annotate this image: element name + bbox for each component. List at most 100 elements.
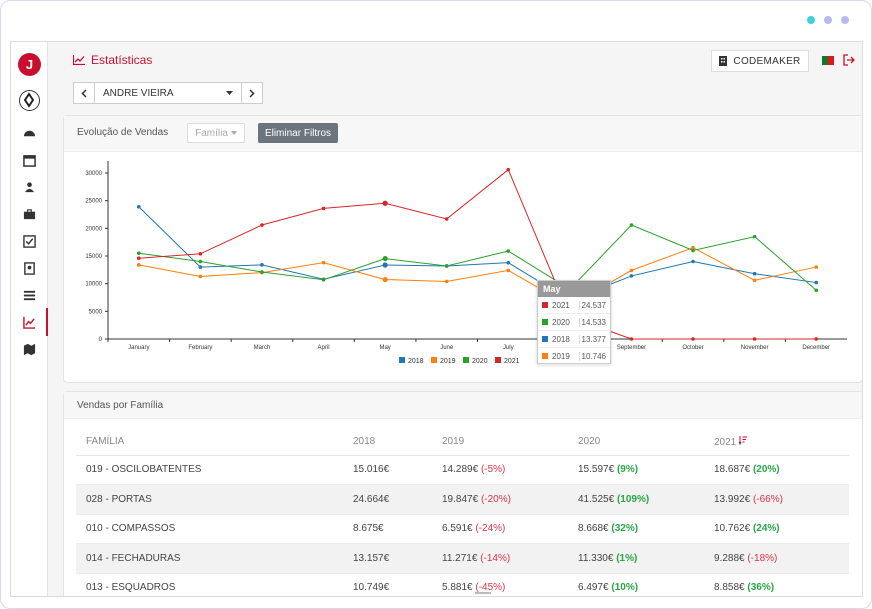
user-select[interactable]: ANDRE VIEIRA: [95, 82, 241, 104]
chart-tooltip: May 2021 24.537 2020 14.533 2018 13.377 201…: [537, 280, 611, 365]
checkbox-icon[interactable]: [23, 235, 36, 248]
column-header-2020[interactable]: 2020: [578, 429, 714, 456]
clear-filters-button[interactable]: Eliminar Filtros: [258, 123, 338, 143]
map-icon[interactable]: [23, 343, 36, 356]
y-tick-label: 15000: [85, 254, 102, 260]
value-2020: 11.330€: [578, 552, 614, 564]
window-dot-1[interactable]: [807, 16, 815, 24]
data-point-2018: [506, 260, 511, 265]
logout-icon[interactable]: [843, 54, 855, 66]
data-point-2019: [629, 268, 634, 273]
app-logo[interactable]: J: [18, 53, 41, 76]
data-point-2019: [506, 268, 511, 273]
table-row[interactable]: 028 - PORTAS 24.664€ 19.847€ (-20%) 41.525€…: [76, 484, 849, 515]
chart-icon[interactable]: [23, 316, 36, 329]
column-header-family[interactable]: FAMÍLIA: [76, 429, 353, 456]
value-2019: 14.289€: [442, 464, 479, 476]
change-2020: (32%): [611, 523, 639, 535]
table-row[interactable]: 010 - COMPASSOS 8.675€ 6.591€ (-24%) 8.668€…: [76, 514, 849, 544]
value-2021-cell: 8.858€ (36%): [714, 573, 849, 596]
dashboard-icon[interactable]: [23, 127, 36, 140]
data-point-2020: [321, 277, 326, 282]
data-point-2019: [444, 279, 449, 284]
change-2021: (36%): [747, 582, 775, 594]
list-icon[interactable]: [23, 289, 36, 302]
sales-evolution-header: Evolução de Vendas Família Eliminar Filt…: [64, 116, 862, 152]
value-2018-cell: 8.675€: [353, 514, 442, 544]
next-user-button[interactable]: [241, 82, 263, 104]
value-2021-cell: 18.687€ (20%): [714, 455, 849, 485]
data-point-2020: [382, 255, 388, 262]
table-row[interactable]: 013 - ESQUADROS 10.749€ 5.881€ (-45%) 6.497…: [76, 573, 849, 596]
scroll-grip[interactable]: [475, 592, 491, 594]
previous-user-button[interactable]: [73, 82, 95, 104]
data-point-2018: [136, 204, 141, 209]
data-point-2021: [198, 251, 203, 256]
x-tick-label: February: [188, 345, 212, 351]
legend-label-2020: 2020: [472, 358, 488, 365]
table-row[interactable]: 014 - FECHADURAS 13.157€ 11.271€ (-14%) 11.…: [76, 543, 849, 574]
column-header-2021[interactable]: 2021: [714, 429, 849, 456]
data-point-2020: [752, 234, 757, 239]
data-point-2020: [629, 223, 634, 227]
users-icon[interactable]: [23, 181, 36, 194]
tooltip-year: 2021: [552, 300, 580, 310]
sales-line-chart: 0 5000 10000 15000 20000 25000 30000 January Feb…: [85, 161, 847, 365]
window-dot-3[interactable]: [841, 16, 849, 24]
value-2021: 13.992€: [714, 493, 751, 505]
legend-label-2021: 2021: [504, 358, 520, 365]
value-2021-cell: 9.288€ (-18%): [714, 543, 849, 574]
table-row[interactable]: 019 - OSCILOBATENTES 15.016€ 14.289€ (-5%)…: [76, 455, 849, 485]
family-sales-header: Vendas por Família: [64, 392, 862, 419]
tooltip-row: 2020 14.533: [538, 314, 610, 331]
value-2020: 6.497€: [578, 582, 609, 594]
value-2019-cell: 6.591€ (-24%): [442, 514, 578, 544]
data-point-2021: [814, 337, 819, 341]
value-2020-cell: 15.597€ (9%): [578, 455, 714, 485]
column-header-2019[interactable]: 2019: [442, 429, 578, 456]
value-2021-cell: 13.992€ (-66%): [714, 484, 849, 515]
main-content: Estatísticas CODEMAKER ANDRE VIEIRA: [49, 42, 862, 596]
family-dropdown-label: Família: [195, 127, 228, 139]
data-point-2020: [260, 270, 264, 274]
codemaker-label: CODEMAKER: [733, 55, 801, 67]
contact-icon[interactable]: [23, 262, 36, 275]
data-point-2019: [691, 245, 695, 250]
y-tick-label: 0: [99, 337, 103, 343]
data-point-2021: [629, 337, 634, 341]
change-2020: (10%): [611, 582, 639, 594]
change-2020: (109%): [616, 493, 650, 505]
codemaker-button[interactable]: CODEMAKER: [711, 50, 809, 72]
window-dot-2[interactable]: [824, 16, 832, 24]
caret-down-icon: [230, 131, 237, 135]
data-point-2018: [814, 280, 819, 285]
data-point-2018: [691, 259, 695, 264]
tooltip-title: May: [538, 281, 610, 297]
change-2019: (-14%): [480, 552, 511, 564]
x-tick-label: July: [503, 345, 514, 351]
tooltip-row: 2021 24.537: [538, 297, 610, 314]
legend-swatch-2019: [431, 357, 437, 363]
data-point-2018: [198, 265, 203, 269]
data-point-2021: [136, 256, 141, 261]
family-name-cell: 010 - COMPASSOS: [76, 514, 353, 544]
briefcase-icon[interactable]: [23, 208, 36, 221]
line-chart-icon: [73, 55, 85, 65]
change-2021: (24%): [752, 523, 780, 535]
series-line-2018: [138, 206, 817, 301]
data-point-2021: [444, 217, 449, 221]
calendar-icon[interactable]: [23, 154, 36, 167]
brand-icon[interactable]: [19, 90, 40, 111]
series-line-2021: [138, 168, 817, 340]
portugal-flag[interactable]: [822, 56, 834, 65]
x-tick-label: March: [254, 345, 271, 351]
x-tick-label: December: [802, 345, 830, 351]
family-sales-card: Vendas por Família FAMÍLIA 2018 2019 202…: [63, 391, 862, 596]
family-dropdown[interactable]: Família: [187, 123, 245, 143]
family-name-cell: 013 - ESQUADROS: [76, 573, 353, 596]
value-2019: 6.591€: [442, 523, 473, 535]
column-header-2018[interactable]: 2018: [353, 429, 442, 456]
data-point-2020: [814, 288, 819, 293]
change-2021: (-66%): [752, 493, 783, 505]
legend-swatch-2020: [463, 357, 469, 363]
